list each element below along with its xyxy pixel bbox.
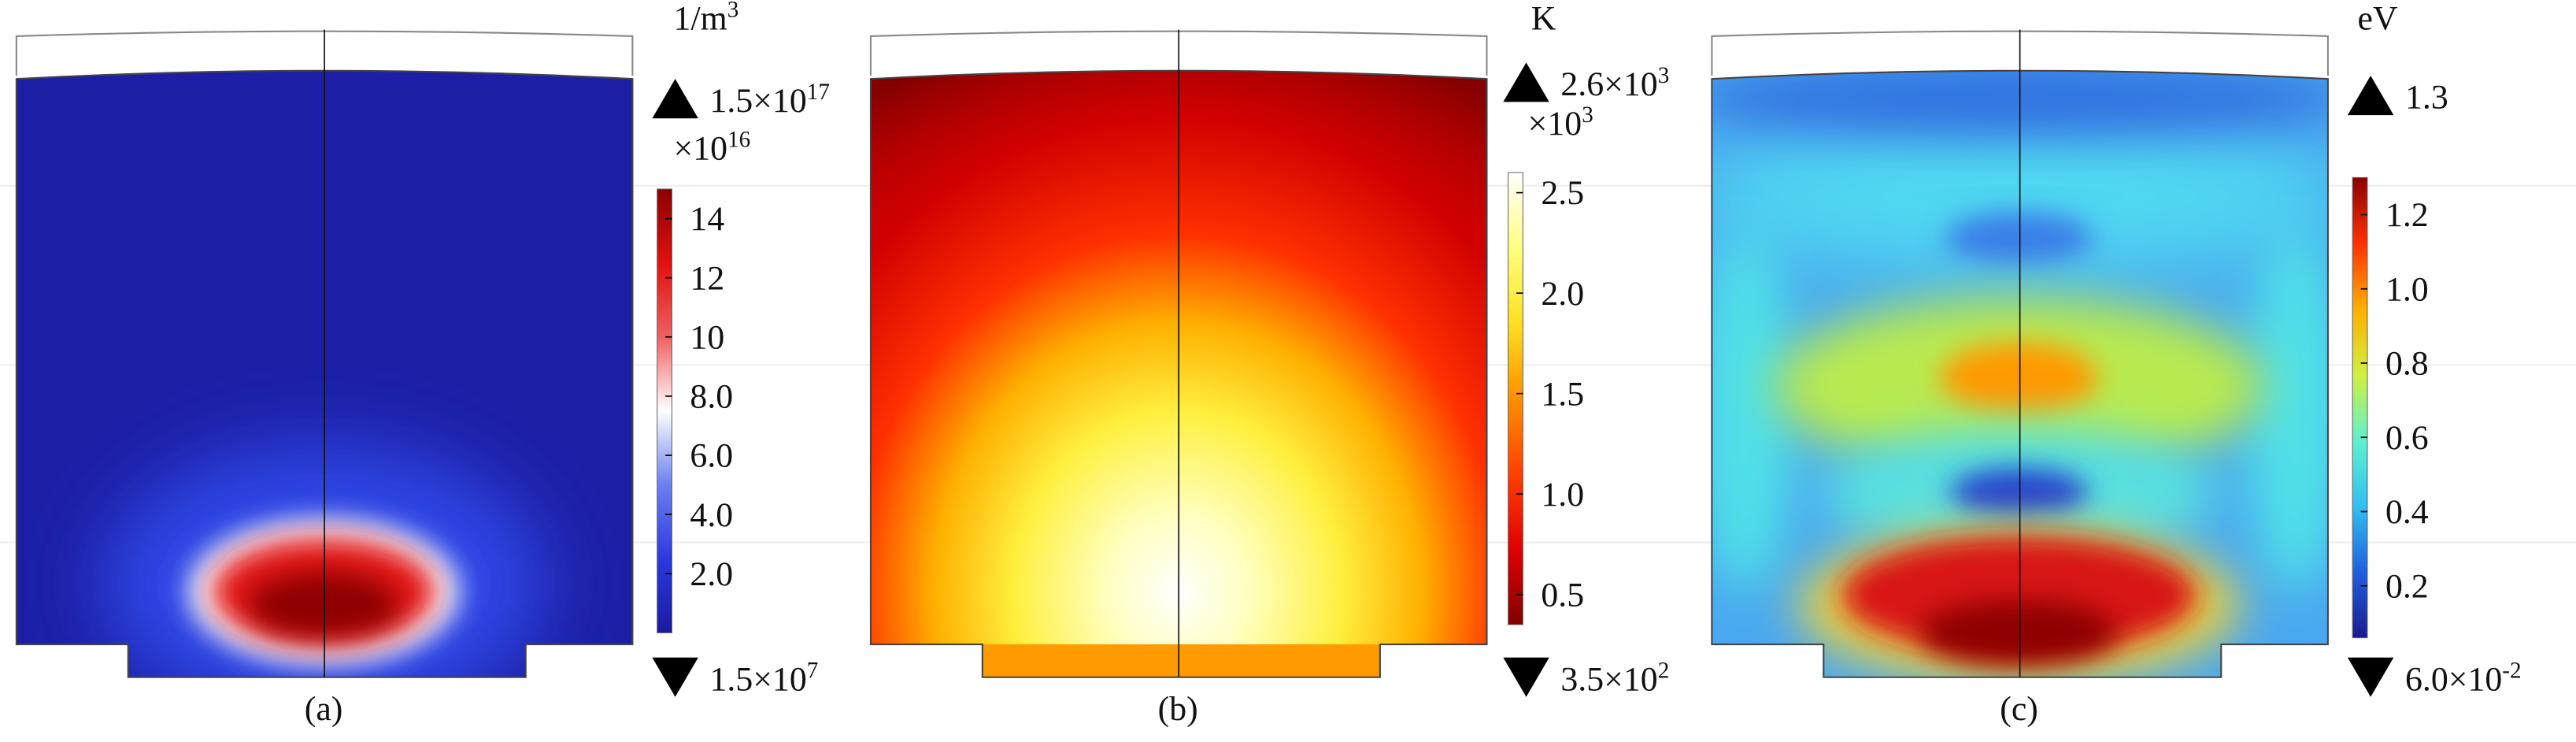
colorbar-multiplier: ×103 bbox=[1528, 102, 1593, 143]
unit-label-exponent: 3 bbox=[727, 0, 739, 23]
max-marker bbox=[2347, 76, 2394, 116]
unit-label: 1/m3 bbox=[674, 0, 739, 38]
colorbar-tick-label: 0.6 bbox=[2385, 419, 2429, 457]
max-label-base: 1.5×10 bbox=[709, 82, 806, 120]
colorbar-tick-label: 1.0 bbox=[1541, 476, 1584, 514]
min-label-exponent: 7 bbox=[807, 658, 819, 683]
colorbar bbox=[657, 188, 672, 633]
unit-label: K bbox=[1531, 0, 1556, 38]
colorbar-tick-label: 0.5 bbox=[1541, 576, 1584, 614]
min-label: 1.5×107 bbox=[709, 658, 818, 698]
colorbar-multiplier-exponent: 16 bbox=[727, 127, 750, 152]
min-label-base: 6.0×10 bbox=[2405, 660, 2502, 698]
panel-caption: (c) bbox=[2000, 690, 2038, 728]
colorbar-tick-label: 6.0 bbox=[690, 437, 733, 475]
max-label-exponent: 17 bbox=[807, 80, 830, 105]
unit-label: eV bbox=[2357, 0, 2397, 38]
field-a bbox=[15, 29, 634, 678]
colorbar-multiplier-exponent: 3 bbox=[1582, 102, 1593, 128]
min-label-exponent: 2 bbox=[1658, 658, 1670, 683]
colorbar-tick-label: 1.2 bbox=[2385, 196, 2429, 234]
colorbar-tick-label: 4.0 bbox=[690, 496, 733, 534]
unit-label-base: 1/m bbox=[674, 0, 727, 38]
min-marker bbox=[2347, 657, 2394, 697]
max-marker bbox=[1503, 62, 1549, 102]
colorbar bbox=[2352, 176, 2368, 639]
colorbar-multiplier-base: ×10 bbox=[1528, 105, 1582, 143]
panel-caption: (b) bbox=[1158, 690, 1198, 728]
min-marker bbox=[1503, 657, 1549, 697]
max-label: 2.6×103 bbox=[1560, 63, 1669, 103]
panel-caption: (a) bbox=[305, 690, 343, 728]
colorbar-tick-label: 2.0 bbox=[690, 555, 733, 593]
colorbar-tick-label: 2.5 bbox=[1541, 174, 1584, 212]
colorbar-tick-label: 10 bbox=[690, 318, 724, 356]
colorbar-tick-label: 8.0 bbox=[690, 378, 733, 416]
max-label: 1.5×1017 bbox=[709, 80, 830, 120]
colorbar-multiplier: ×1016 bbox=[674, 127, 751, 167]
colorbar-tick-label: 0.8 bbox=[2385, 345, 2429, 383]
colorbar-tick-label: 14 bbox=[690, 200, 724, 238]
field-b bbox=[869, 29, 1488, 678]
min-label: 6.0×10-2 bbox=[2405, 658, 2522, 698]
unit-label-base: K bbox=[1531, 0, 1556, 38]
min-label: 3.5×102 bbox=[1560, 658, 1669, 698]
colorbar bbox=[1508, 172, 1523, 625]
max-marker bbox=[652, 79, 698, 119]
min-label-base: 3.5×10 bbox=[1560, 660, 1657, 698]
max-label-base: 1.3 bbox=[2405, 79, 2448, 117]
max-label-base: 2.6×10 bbox=[1560, 65, 1657, 103]
max-label: 1.3 bbox=[2405, 79, 2448, 117]
colorbar-multiplier-base: ×10 bbox=[674, 129, 728, 167]
unit-label-base: eV bbox=[2357, 0, 2397, 38]
colorbar-tick-label: 0.4 bbox=[2385, 493, 2429, 531]
colorbar-tick-label: 0.2 bbox=[2385, 567, 2429, 605]
max-label-exponent: 3 bbox=[1658, 63, 1670, 88]
colorbar-tick-label: 12 bbox=[690, 259, 724, 297]
colorbar-tick-label: 1.0 bbox=[2385, 270, 2429, 308]
colorbar-tick-label: 1.5 bbox=[1541, 375, 1584, 413]
min-label-base: 1.5×10 bbox=[709, 660, 806, 698]
min-marker bbox=[652, 657, 698, 697]
field-c bbox=[1711, 29, 2329, 678]
min-label-exponent: -2 bbox=[2502, 658, 2521, 683]
colorbar-tick-label: 2.0 bbox=[1541, 275, 1584, 313]
